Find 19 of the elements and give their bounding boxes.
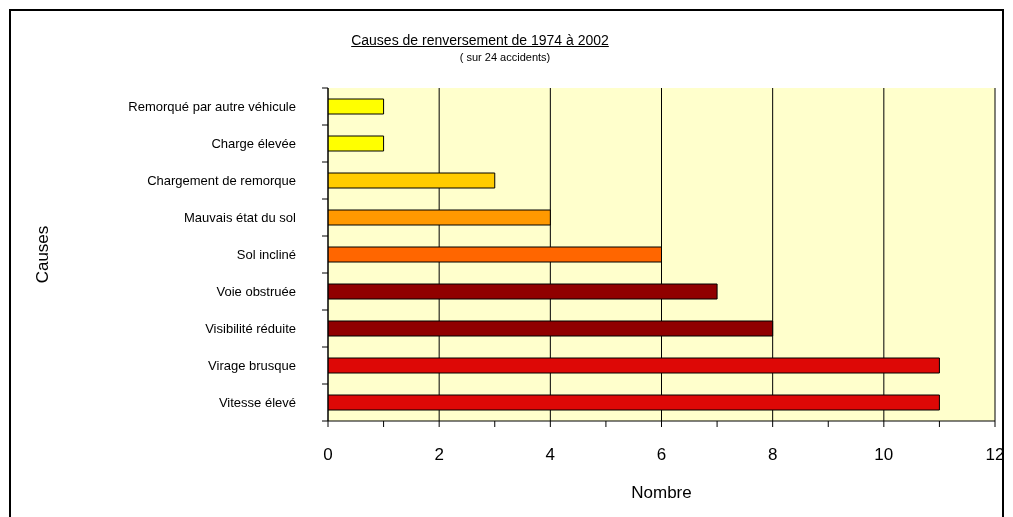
x-tick-label: 10 xyxy=(874,445,894,465)
x-tick-label: 2 xyxy=(434,445,444,465)
x-axis-title: Nombre xyxy=(631,482,692,502)
y-tick-label: Chargement de remorque xyxy=(147,173,296,188)
chart-title: Causes de renversement de 1974 à 2002 xyxy=(350,32,610,48)
x-tick-label: 4 xyxy=(545,445,556,465)
y-tick-label: Virage brusque xyxy=(208,358,296,373)
chart-subtitle: ( sur 24 accidents) xyxy=(458,50,552,64)
x-tick-label: 0 xyxy=(323,445,333,465)
x-tick-label: 6 xyxy=(656,445,667,465)
y-tick-label: Mauvais état du sol xyxy=(183,210,297,225)
y-tick-label: Vitesse élevé xyxy=(218,395,296,410)
y-axis-title: Causes xyxy=(32,225,52,284)
y-tick-label: Visibilité réduite xyxy=(205,321,296,336)
y-tick-label: Remorqué par autre véhicule xyxy=(128,99,296,114)
y-tick-label: Charge élevée xyxy=(211,136,296,151)
y-tick-label: Voie obstruée xyxy=(216,284,296,299)
y-tick-label: Sol incliné xyxy=(236,247,296,262)
x-tick-label: 8 xyxy=(767,445,778,465)
